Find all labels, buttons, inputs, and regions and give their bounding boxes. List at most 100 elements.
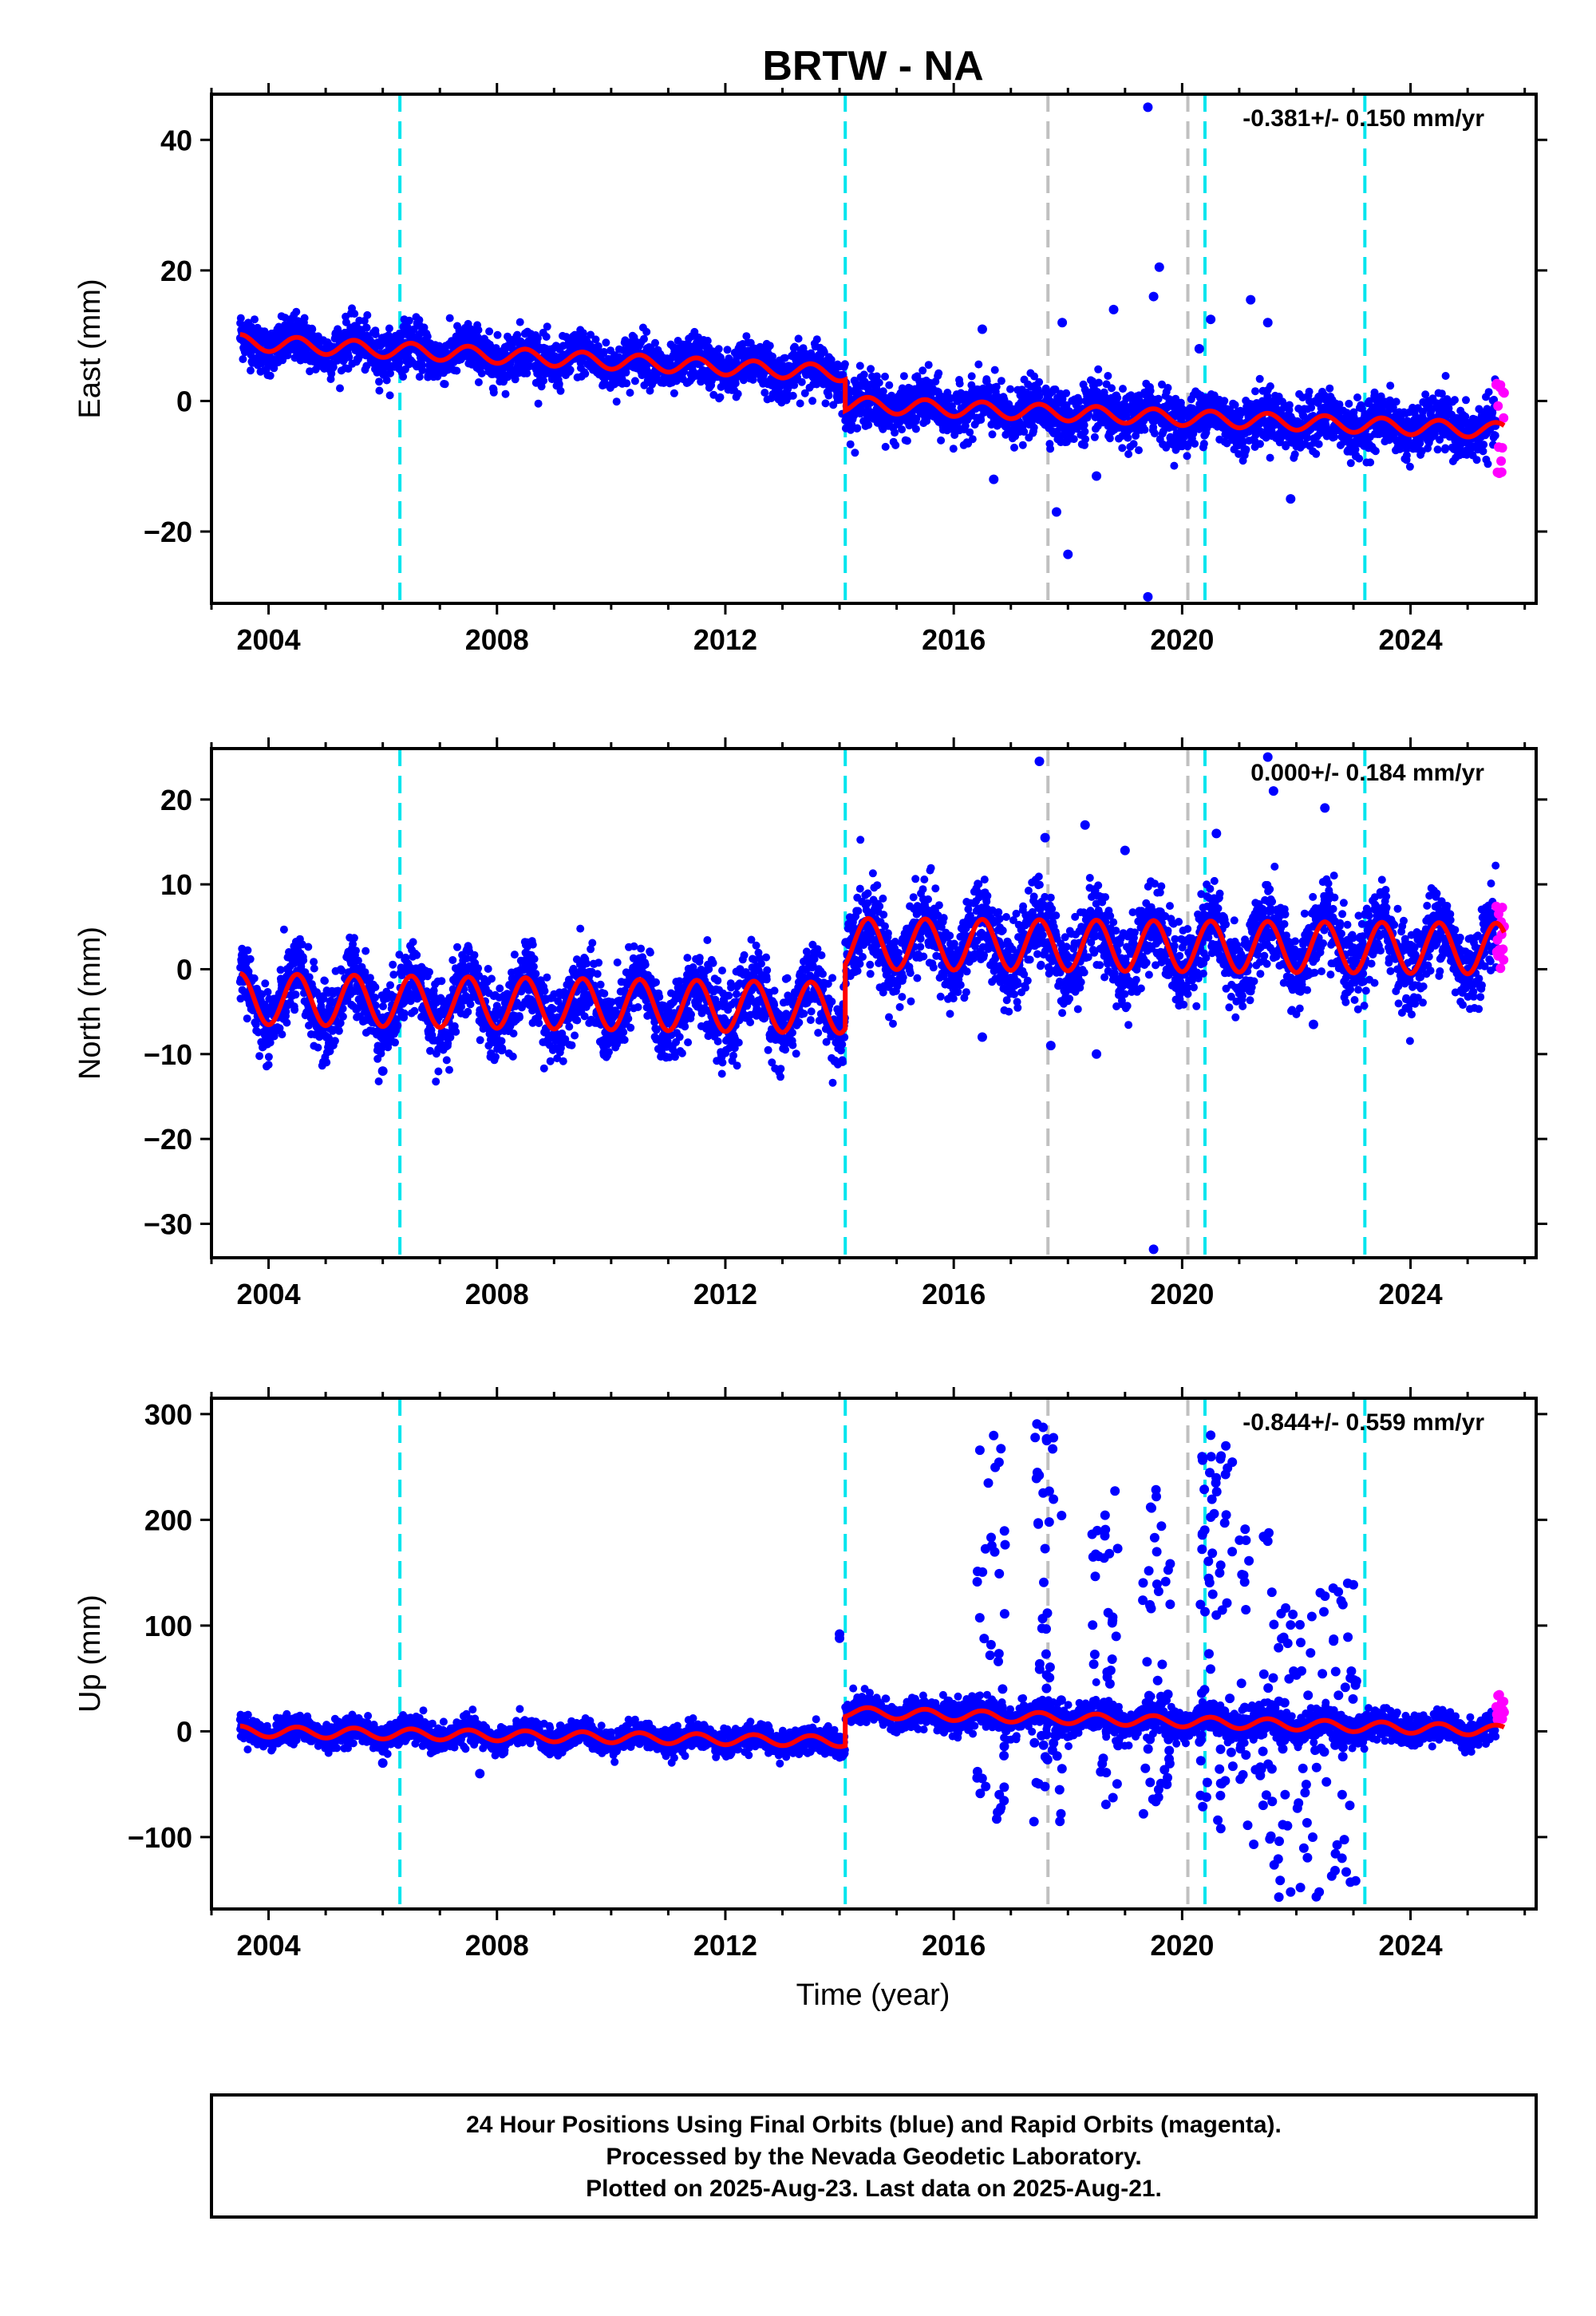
final-point <box>1392 397 1400 406</box>
final-point <box>566 366 575 374</box>
final-point <box>739 376 748 385</box>
final-point <box>291 990 300 999</box>
final-point <box>299 956 308 965</box>
final-point <box>714 345 723 354</box>
final-point <box>246 954 255 963</box>
final-point <box>306 367 314 376</box>
final-point <box>513 330 522 339</box>
final-point <box>967 372 976 381</box>
final-point <box>867 365 875 373</box>
final-point <box>703 337 712 345</box>
final-point <box>292 307 301 316</box>
final-point <box>322 1058 331 1067</box>
final-point <box>1266 382 1274 390</box>
final-point <box>1058 394 1067 403</box>
final-point <box>405 316 413 325</box>
final-point <box>1018 441 1027 449</box>
final-point <box>1035 377 1044 386</box>
rapid-point <box>1496 467 1507 477</box>
outlier-point <box>1063 549 1073 559</box>
final-point <box>742 332 751 341</box>
final-point <box>731 379 740 388</box>
final-point <box>418 366 427 374</box>
final-point <box>363 310 372 319</box>
final-point <box>622 379 631 388</box>
final-point <box>489 388 498 397</box>
final-point <box>591 335 600 344</box>
final-point <box>485 327 494 336</box>
rapid-point <box>1499 388 1509 398</box>
final-point <box>997 377 1005 385</box>
final-point <box>539 377 548 385</box>
final-point <box>278 1030 286 1039</box>
final-point <box>990 366 999 374</box>
final-point <box>968 435 977 444</box>
final-point <box>310 964 318 973</box>
outlier-point <box>1143 591 1153 602</box>
final-point <box>279 925 288 934</box>
final-point <box>1242 445 1250 454</box>
final-point <box>651 338 659 347</box>
final-point <box>1321 421 1330 429</box>
final-point <box>1386 381 1395 390</box>
final-point <box>1483 460 1492 468</box>
final-point <box>1433 445 1442 454</box>
final-point <box>423 332 432 341</box>
final-point <box>250 974 259 982</box>
final-point <box>501 389 510 398</box>
final-point <box>716 393 725 401</box>
final-point <box>385 324 393 333</box>
final-point <box>247 366 255 375</box>
final-point <box>949 445 958 453</box>
final-point <box>1094 365 1103 373</box>
final-point <box>236 314 245 322</box>
final-point <box>1113 393 1122 402</box>
final-point <box>723 346 732 354</box>
x-tick-label: 2012 <box>693 623 757 656</box>
final-point <box>788 391 797 400</box>
final-point <box>1140 425 1149 434</box>
final-point <box>807 349 816 358</box>
final-point <box>300 314 309 322</box>
final-point <box>282 1018 291 1027</box>
final-point <box>820 348 828 357</box>
final-point <box>1069 435 1078 444</box>
y-tick-label: 20 <box>160 255 192 287</box>
y-tick-label: −20 <box>144 516 192 548</box>
final-point <box>1119 385 1127 393</box>
final-point <box>912 414 921 423</box>
final-point <box>840 360 849 369</box>
final-point <box>1256 440 1264 449</box>
final-point <box>314 1043 322 1052</box>
final-point <box>581 370 590 378</box>
final-point <box>1029 423 1038 432</box>
final-point <box>808 397 817 405</box>
final-point <box>1090 433 1099 441</box>
final-point <box>1303 433 1312 442</box>
final-point <box>1081 435 1090 444</box>
final-point <box>934 369 943 377</box>
final-point <box>1441 444 1450 453</box>
final-point <box>733 389 742 398</box>
outlier-point <box>1108 304 1119 314</box>
outlier-point <box>1286 494 1296 504</box>
final-point <box>1266 453 1274 462</box>
final-point <box>1129 440 1138 449</box>
final-point <box>365 974 374 982</box>
final-point <box>1062 389 1071 397</box>
final-point <box>967 381 976 389</box>
final-point <box>336 384 344 393</box>
final-point <box>879 387 887 396</box>
plot-area <box>235 94 1509 603</box>
final-point <box>824 391 833 400</box>
final-point <box>1312 449 1321 458</box>
final-point <box>977 416 986 424</box>
final-point <box>1353 393 1361 401</box>
final-point <box>1146 386 1155 395</box>
final-point <box>264 1061 273 1069</box>
final-point <box>308 325 317 334</box>
x-tick-label: 2016 <box>922 623 986 656</box>
final-point <box>1272 399 1281 407</box>
final-point <box>474 378 483 386</box>
final-point <box>375 377 383 386</box>
